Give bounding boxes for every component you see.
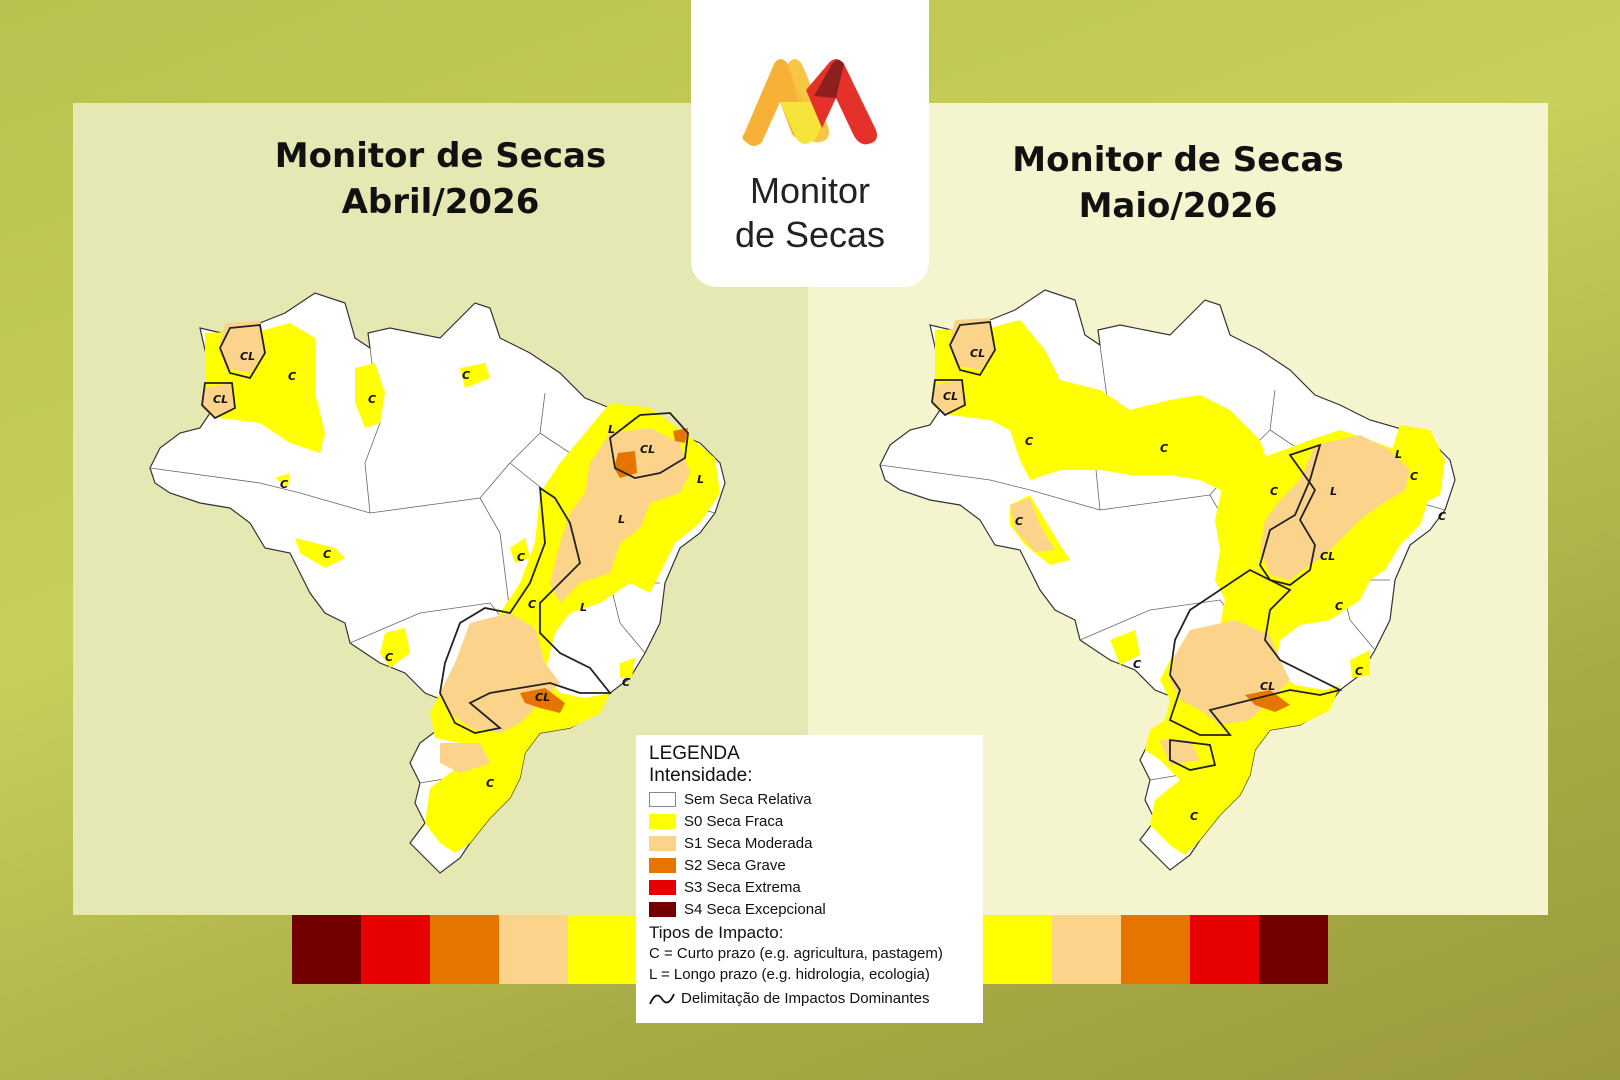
legend-label: S3 Seca Extrema [684, 878, 801, 896]
map-label: C [1410, 470, 1418, 483]
drought-s2-areas [1245, 690, 1290, 712]
legend-swatch [649, 813, 676, 829]
legend-label: S4 Seca Excepcional [684, 900, 826, 918]
map-label: L [580, 601, 587, 614]
title-line-1: Monitor de Secas [1012, 140, 1344, 180]
legend-impact-title: Tipos de Impacto: [649, 923, 784, 942]
map-label: L [608, 423, 615, 436]
map-label: C [368, 393, 376, 406]
legend-label: Sem Seca Relativa [684, 790, 812, 808]
map-label: C [517, 551, 525, 564]
brazil-map-may: CL CL C C C L L C CL C C C CL C C C [879, 289, 1456, 871]
delineation-line-icon [649, 993, 675, 1004]
legend-impact-line-item: Delimitação de Impactos Dominantes [649, 990, 929, 1007]
map-label: CL [535, 691, 550, 704]
map-label: L [618, 513, 625, 526]
map-label: C [1438, 510, 1446, 523]
legend-item-s2: S2 Seca Grave [649, 855, 786, 875]
map-label: C [528, 598, 536, 611]
impact-labels: CL CL C C C L L C CL C C C CL C C C [943, 347, 1446, 823]
impact-delineation-lines [931, 321, 1343, 771]
legend-item-s4: S4 Seca Excepcional [649, 899, 826, 919]
legend-label: Delimitação de Impactos Dominantes [681, 990, 930, 1007]
impact-labels: CL C CL C C C C CL L L L C C L C C CL C [213, 350, 704, 790]
map-label: C [280, 478, 288, 491]
map-label: C [1270, 485, 1278, 498]
map-label: C [1355, 665, 1363, 678]
map-legend: LEGENDA Intensidade: Sem Seca Relativa S… [636, 735, 983, 1023]
map-label: L [1330, 485, 1337, 498]
panel-title-april: Monitor de Secas Abril/2026 [73, 133, 808, 225]
legend-label: S1 Seca Moderada [684, 834, 813, 852]
scale-swatch-s0 [568, 915, 637, 984]
map-label: C [1015, 515, 1023, 528]
legend-swatch [649, 835, 676, 851]
map-label: C [1335, 600, 1343, 613]
map-label: C [486, 777, 494, 790]
scale-swatch-s2 [1121, 915, 1190, 984]
intensity-color-scale-right [945, 915, 1328, 984]
legend-subtitle: Intensidade: [649, 765, 753, 786]
map-label: CL [213, 393, 228, 406]
legend-swatch [649, 879, 676, 895]
map-label: CL [943, 390, 958, 403]
map-label: CL [1260, 680, 1275, 693]
scale-swatch-s4 [1259, 915, 1328, 984]
map-label: C [462, 369, 470, 382]
scale-swatch-s1 [1052, 915, 1121, 984]
map-label: C [1160, 442, 1168, 455]
map-label: CL [970, 347, 985, 360]
map-label: C [288, 370, 296, 383]
logo-text-line-1: Monitor [749, 170, 871, 211]
map-label: CL [1320, 550, 1335, 563]
map-label: C [622, 676, 630, 689]
legend-impact-long: L = Longo prazo (e.g. hidrologia, ecolog… [649, 966, 930, 983]
brazil-map-april: CL C CL C C C C CL L L L C C L C C CL C [149, 292, 726, 874]
legend-label: S0 Seca Fraca [684, 812, 784, 830]
scale-swatch-s3 [361, 915, 430, 984]
legend-swatch [649, 791, 676, 807]
scale-swatch-s3 [1190, 915, 1259, 984]
map-label: CL [240, 350, 255, 363]
map-label: C [385, 651, 393, 664]
map-label: C [1190, 810, 1198, 823]
map-label: L [697, 473, 704, 486]
legend-item-s1: S1 Seca Moderada [649, 833, 812, 853]
scale-swatch-s2 [430, 915, 499, 984]
logo-card: Monitor de Secas [691, 0, 929, 287]
map-label: C [1133, 658, 1141, 671]
scale-swatch-s1 [499, 915, 568, 984]
logo-text-line-2: de Secas [734, 214, 886, 255]
panel-title-may: Monitor de Secas Maio/2026 [808, 137, 1548, 229]
title-line-2: Abril/2026 [341, 182, 540, 222]
map-label: CL [640, 443, 655, 456]
monitor-logo-icon [742, 59, 877, 146]
legend-swatch [649, 901, 676, 917]
map-label: C [323, 548, 331, 561]
map-label: C [1025, 435, 1033, 448]
legend-impact-short: C = Curto prazo (e.g. agricultura, pasta… [649, 945, 943, 962]
title-line-2: Maio/2026 [1078, 186, 1278, 226]
legend-item-none: Sem Seca Relativa [649, 789, 812, 809]
intensity-color-scale-left [292, 915, 637, 984]
legend-title: LEGENDA [649, 743, 740, 764]
legend-item-s0: S0 Seca Fraca [649, 811, 783, 831]
map-label: L [1395, 448, 1402, 461]
scale-swatch-s4 [292, 915, 361, 984]
title-line-1: Monitor de Secas [274, 136, 607, 176]
legend-item-s3: S3 Seca Extrema [649, 877, 801, 897]
legend-label: S2 Seca Grave [684, 856, 786, 874]
drought-s1-areas [202, 321, 690, 773]
impact-delineation-lines [201, 324, 689, 734]
legend-swatch [649, 857, 676, 873]
